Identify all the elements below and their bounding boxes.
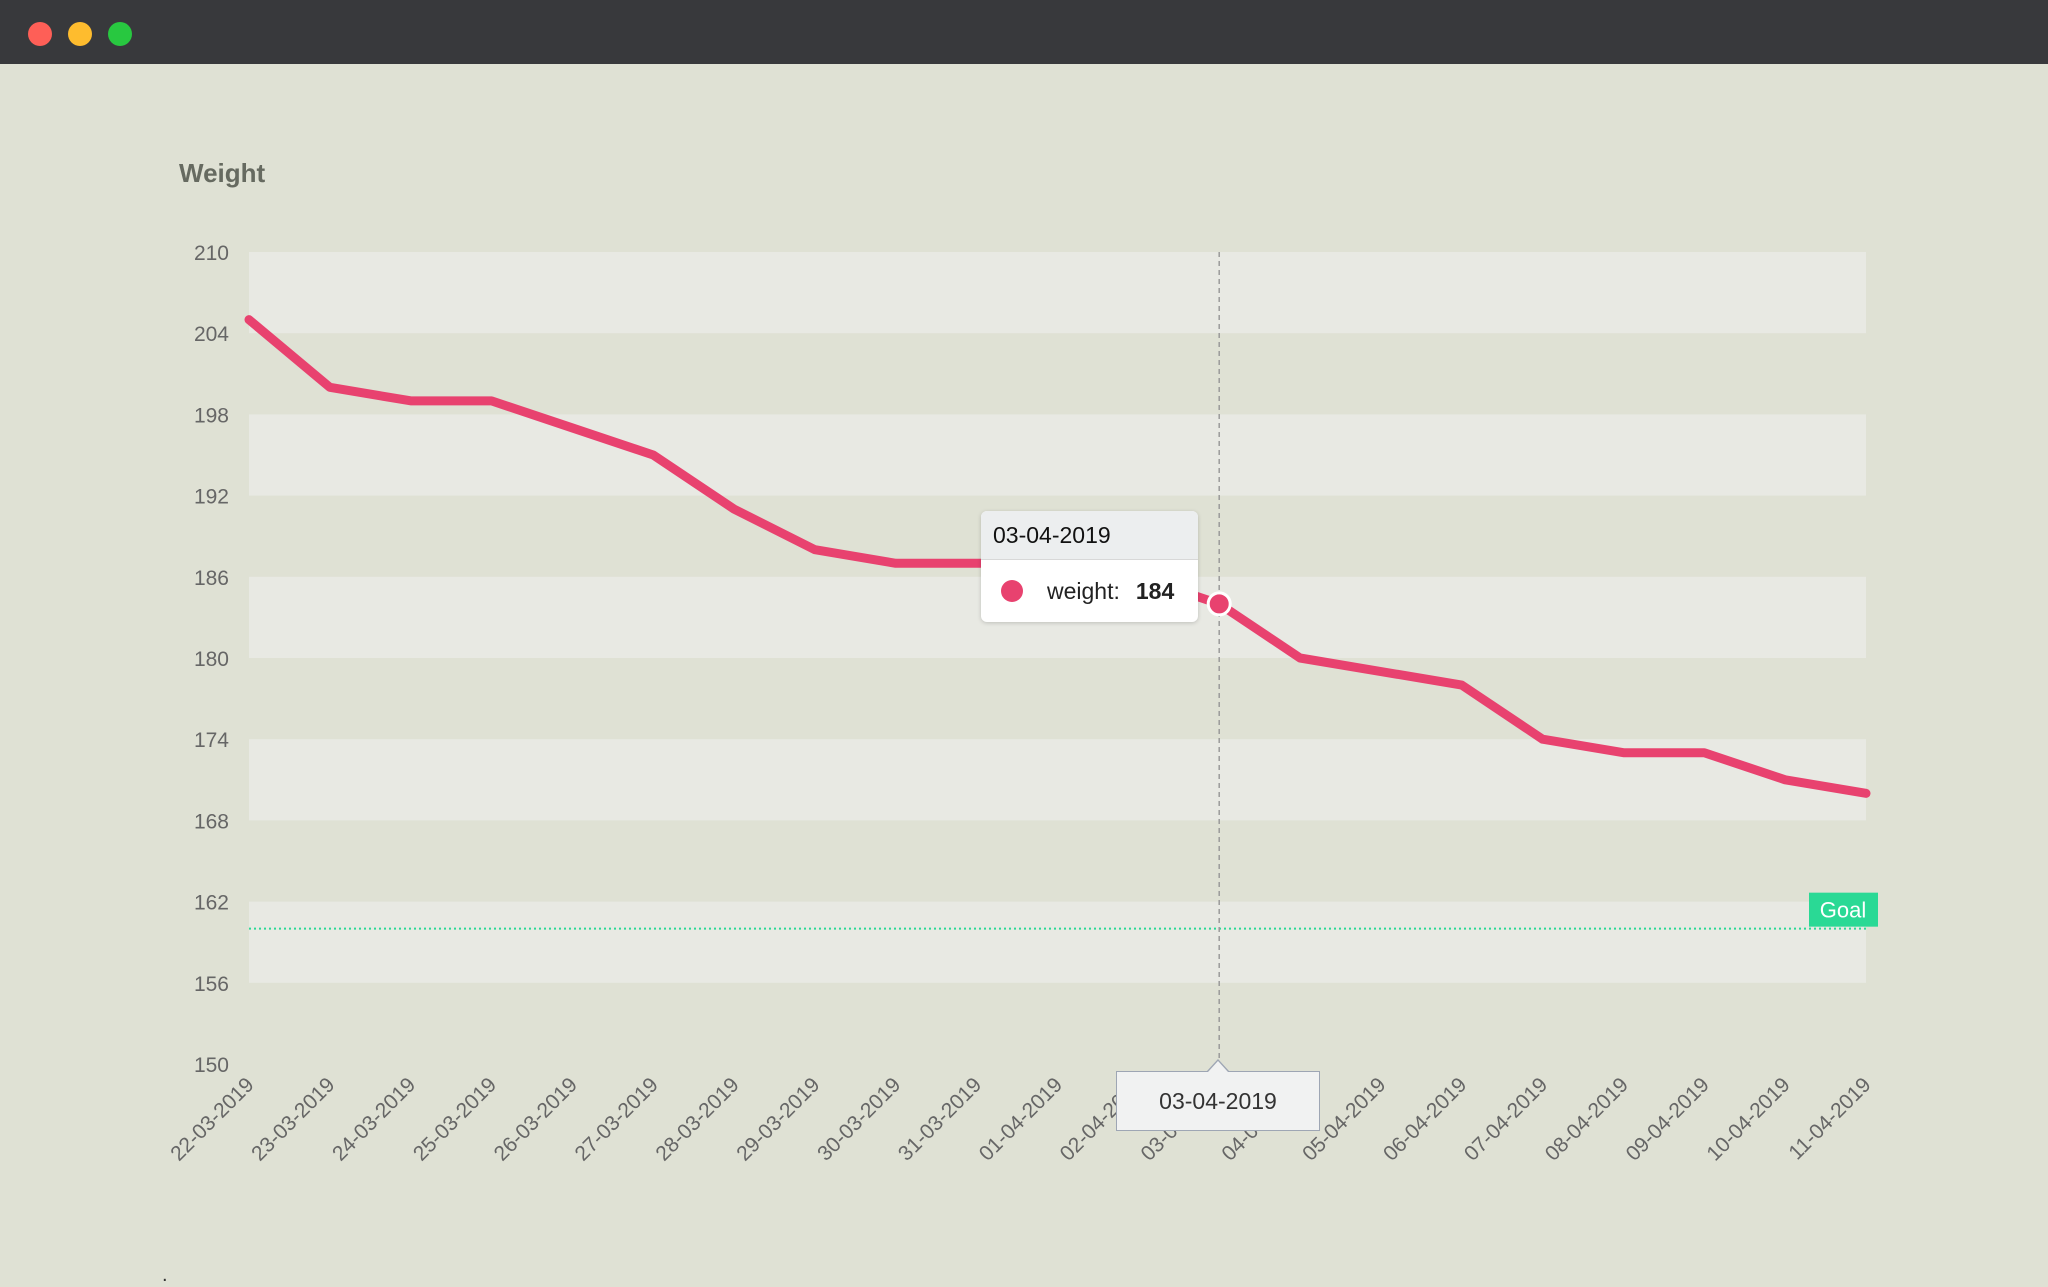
tooltip: 03-04-2019 weight: 184 — [981, 511, 1198, 622]
y-tick-label: 150 — [194, 1054, 229, 1077]
window-titlebar — [0, 0, 2048, 64]
maximize-button[interactable] — [108, 22, 132, 46]
x-tick-label: 24-03-2019 — [328, 1073, 420, 1165]
y-tick-label: 174 — [194, 729, 229, 752]
x-tick-label: 29-03-2019 — [732, 1073, 824, 1165]
highlighted-point — [1206, 591, 1232, 617]
y-tick-label: 204 — [194, 323, 229, 346]
y-tick-label: 162 — [194, 892, 229, 915]
x-tick-label: 01-04-2019 — [975, 1073, 1067, 1165]
y-tick-label: 192 — [194, 486, 229, 509]
grid-band — [249, 252, 1866, 334]
x-tick-label: 11-04-2019 — [1784, 1073, 1875, 1164]
x-tick-label: 08-04-2019 — [1541, 1073, 1633, 1165]
crosshair-x-label: 03-04-2019 — [1116, 1071, 1320, 1131]
tooltip-date: 03-04-2019 — [981, 511, 1198, 560]
close-button[interactable] — [28, 22, 52, 46]
y-tick-label: 168 — [194, 810, 229, 833]
y-tick-label: 180 — [194, 648, 229, 671]
goal-label: Goal — [1820, 898, 1866, 923]
x-tick-label: 09-04-2019 — [1622, 1073, 1714, 1165]
y-tick-label: 210 — [194, 242, 229, 265]
crosshair-label-pointer-fill — [1208, 1061, 1228, 1072]
x-tick-label: 26-03-2019 — [490, 1073, 582, 1165]
stray-text: . — [162, 1264, 168, 1286]
x-tick-label: 07-04-2019 — [1460, 1073, 1552, 1165]
x-tick-label: 22-03-2019 — [166, 1073, 258, 1165]
tooltip-series-name: weight: — [1047, 577, 1120, 604]
grid-band — [249, 901, 1866, 983]
chart-title: Weight — [179, 158, 266, 188]
x-tick-label: 10-04-2019 — [1702, 1073, 1794, 1165]
x-tick-label: 06-04-2019 — [1379, 1073, 1471, 1165]
weight-chart[interactable]: Goal 150 156 162 168 174 180 186 192 198 204 210 2… — [0, 64, 2048, 1274]
x-tick-label: 30-03-2019 — [813, 1073, 905, 1165]
tooltip-value: 184 — [1135, 577, 1175, 604]
x-tick-label: 31-03-2019 — [894, 1073, 986, 1165]
x-tick-label: 23-03-2019 — [247, 1073, 339, 1165]
x-tick-label: 25-03-2019 — [409, 1073, 501, 1165]
x-tick-label: 28-03-2019 — [651, 1073, 743, 1165]
tooltip-body: weight: 184 — [981, 560, 1198, 622]
y-tick-label: 186 — [194, 567, 229, 590]
series-marker-icon — [1001, 580, 1023, 602]
minimize-button[interactable] — [68, 22, 92, 46]
grid-band — [249, 414, 1866, 496]
goal-label-background — [1809, 892, 1878, 927]
chart-area: Goal 150 156 162 168 174 180 186 192 198 204 210 2… — [0, 64, 2048, 1286]
y-tick-label: 198 — [194, 404, 229, 427]
x-tick-label: 27-03-2019 — [571, 1073, 663, 1165]
y-tick-label: 156 — [194, 973, 229, 996]
